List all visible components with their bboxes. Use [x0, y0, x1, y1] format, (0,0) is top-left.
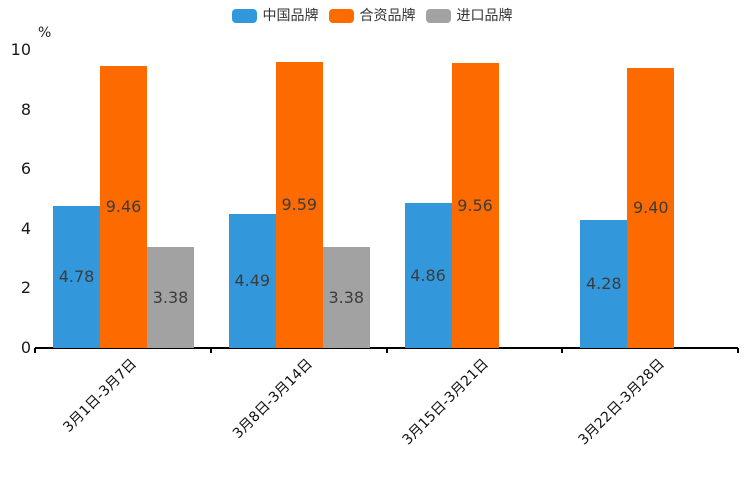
bar-value-label: 4.28	[585, 274, 622, 294]
legend-swatch-icon	[328, 9, 354, 23]
legend-swatch-icon	[425, 9, 451, 23]
x-axis-tick	[737, 348, 739, 353]
y-axis-tick-label: 10	[10, 40, 31, 59]
bar-value-label: 9.40	[632, 197, 669, 217]
legend-item-2[interactable]: 进口品牌	[425, 8, 513, 24]
y-axis-tick-label: 4	[20, 218, 31, 238]
bar-value-label: 4.78	[58, 266, 95, 286]
bar-value-label: 9.46	[105, 197, 142, 217]
legend-swatch-icon	[231, 9, 257, 23]
bar-series-0-group-1[interactable]	[228, 214, 276, 348]
bar-value-label: 3.38	[328, 287, 365, 307]
bar-series-2-group-0[interactable]	[147, 247, 194, 348]
x-axis-tick	[34, 348, 36, 353]
bar-series-2-group-1[interactable]	[322, 247, 370, 348]
x-axis-category-label: 3月15日-3月21日	[399, 356, 492, 449]
legend: 中国品牌 合资品牌 进口品牌	[0, 6, 744, 26]
y-axis-tick-label: 2	[20, 278, 31, 298]
bar-series-0-group-0[interactable]	[53, 205, 100, 348]
bar-series-0-group-3[interactable]	[580, 220, 628, 348]
bar-value-label: 9.59	[281, 195, 318, 215]
bar-series-1-group-2[interactable]	[451, 63, 499, 348]
bar-value-label: 3.38	[152, 287, 189, 307]
x-axis-tick	[561, 348, 564, 353]
bar-value-label: 9.56	[457, 195, 493, 215]
x-axis-tick	[385, 348, 388, 353]
y-axis-tick-label: 6	[20, 159, 31, 179]
bar-series-1-group-3[interactable]	[627, 67, 675, 348]
x-axis-category-label: 3月22日-3月28日	[575, 356, 668, 449]
x-axis-category-label: 3月8日-3月14日	[229, 356, 316, 442]
x-axis-category-label: 3月1日-3月7日	[60, 356, 141, 436]
y-axis-unit-label: %	[38, 25, 52, 41]
bar-series-0-group-2[interactable]	[404, 203, 452, 348]
bar-value-label: 4.49	[234, 271, 271, 291]
y-axis-tick-label: 0	[20, 338, 31, 357]
legend-item-label: 中国品牌	[262, 8, 319, 24]
legend-item-label: 进口品牌	[456, 8, 513, 24]
legend-item-1[interactable]: 合资品牌	[328, 8, 416, 24]
legend-item-0[interactable]: 中国品牌	[231, 8, 319, 24]
x-axis-tick	[209, 348, 212, 353]
legend-item-label: 合资品牌	[359, 8, 416, 24]
y-axis-tick-label: 8	[20, 99, 31, 119]
bar-series-1-group-1[interactable]	[275, 62, 323, 348]
bar-series-1-group-0[interactable]	[100, 66, 147, 348]
bar-value-label: 4.86	[410, 265, 446, 285]
